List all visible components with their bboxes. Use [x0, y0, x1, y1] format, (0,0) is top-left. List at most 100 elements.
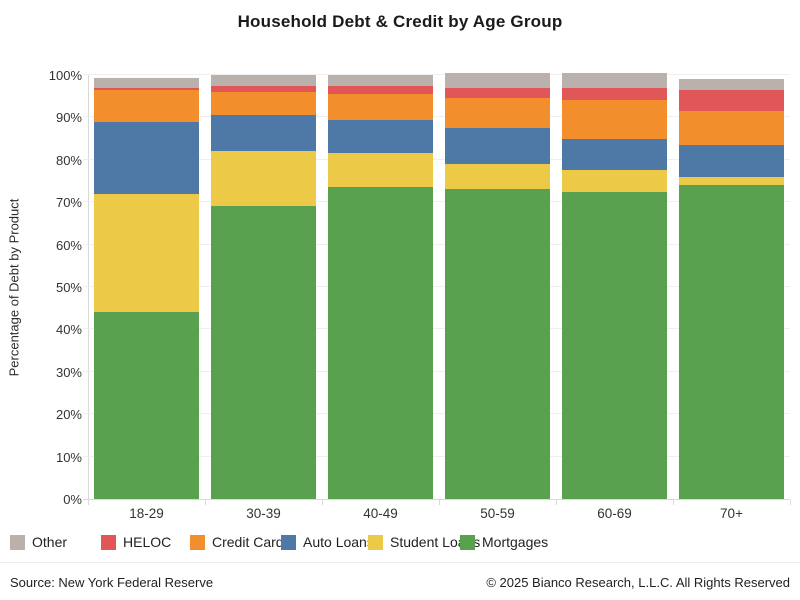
- bar-segment-30-39-heloc[interactable]: [211, 85, 316, 92]
- x-axis-tick: [556, 500, 557, 505]
- bar-segment-40-49-mortgages[interactable]: [328, 187, 433, 499]
- bar-segment-18-29-heloc[interactable]: [94, 88, 199, 90]
- bar-segment-50-59-credit-cards[interactable]: [445, 98, 550, 129]
- footer: Source: New York Federal Reserve © 2025 …: [0, 570, 800, 594]
- gridline-100%: [83, 74, 790, 75]
- bar-segment-18-29-mortgages[interactable]: [94, 312, 199, 499]
- x-label-70+: 70+: [720, 506, 743, 521]
- legend-item-heloc[interactable]: HELOC: [101, 532, 171, 552]
- legend-swatch-icon: [10, 534, 25, 550]
- y-tick-label-10%: 10%: [55, 449, 82, 465]
- gridline-60%: [83, 243, 790, 245]
- bar-segment-70+-student-loans[interactable]: [679, 176, 784, 186]
- bar-segment-70+-auto-loans[interactable]: [679, 144, 784, 177]
- bar-segment-50-59-student-loans[interactable]: [445, 164, 550, 190]
- stacked-bar-30-39: [211, 75, 316, 499]
- y-tick-label-90%: 90%: [55, 110, 82, 126]
- y-tick-label-40%: 40%: [55, 322, 82, 338]
- bar-segment-60-69-auto-loans[interactable]: [562, 138, 667, 171]
- x-axis-tick: [790, 500, 791, 505]
- chart-legend: Other HELOC Credit Cards Auto Loans Student …: [0, 532, 800, 552]
- y-tick-label-60%: 60%: [55, 237, 82, 253]
- bar-segment-30-39-other[interactable]: [211, 75, 316, 86]
- y-tick-label-50%: 50%: [55, 280, 82, 295]
- bar-segment-40-49-auto-loans[interactable]: [328, 119, 433, 154]
- chart-title: Household Debt & Credit by Age Group: [237, 12, 563, 31]
- bar-segment-60-69-heloc[interactable]: [562, 87, 667, 101]
- legend-item-other[interactable]: Other: [10, 532, 67, 552]
- stacked-bar-60-69: [562, 72, 667, 499]
- bar-segment-60-69-student-loans[interactable]: [562, 170, 667, 192]
- bar-segment-30-39-mortgages[interactable]: [211, 206, 316, 499]
- gridline-70%: [83, 201, 790, 203]
- bar-segment-18-29-credit-cards[interactable]: [94, 89, 199, 122]
- bar-segment-70+-mortgages[interactable]: [679, 185, 784, 499]
- stacked-bar-70+: [679, 79, 784, 499]
- y-tick-label-0%: 0%: [63, 492, 82, 507]
- source-note: Source: New York Federal Reserve: [10, 574, 214, 590]
- x-label-50-59: 50-59: [480, 506, 515, 521]
- legend-label: Other: [32, 534, 68, 550]
- legend-label: Auto Loans: [303, 534, 374, 550]
- bar-segment-70+-other[interactable]: [679, 79, 784, 90]
- copyright-note: © 2025 Bianco Research, L.L.C. All Right…: [486, 574, 790, 590]
- x-label-18-29: 18-29: [129, 506, 164, 521]
- bar-segment-18-29-other[interactable]: [94, 77, 199, 89]
- legend-item-mortgages[interactable]: Mortgages: [460, 532, 548, 552]
- legend-swatch-icon: [101, 534, 116, 550]
- legend-swatch-icon: [190, 534, 205, 550]
- legend-swatch-icon: [368, 534, 383, 550]
- legend-item-student-loans[interactable]: Student Loans: [368, 532, 480, 552]
- y-tick-label-100%: 100%: [48, 68, 82, 83]
- bar-segment-70+-credit-cards[interactable]: [679, 111, 784, 145]
- gridline-40%: [83, 328, 790, 330]
- x-label-60-69: 60-69: [597, 506, 632, 521]
- gridline-30%: [83, 370, 790, 372]
- bar-segment-50-59-mortgages[interactable]: [445, 189, 550, 499]
- legend-item-auto-loans[interactable]: Auto Loans: [281, 532, 374, 552]
- x-axis-tick: [205, 500, 206, 505]
- bar-segment-50-59-auto-loans[interactable]: [445, 128, 550, 165]
- bar-segment-40-49-student-loans[interactable]: [328, 153, 433, 188]
- y-axis-line: [88, 75, 89, 500]
- bar-segment-30-39-student-loans[interactable]: [211, 151, 316, 207]
- footer-divider: [0, 562, 800, 563]
- x-label-30-39: 30-39: [246, 506, 281, 521]
- bar-segment-18-29-auto-loans[interactable]: [94, 121, 199, 194]
- bar-segment-50-59-heloc[interactable]: [445, 87, 550, 99]
- y-tick-label-70%: 70%: [55, 195, 82, 211]
- y-tick-label-20%: 20%: [55, 407, 82, 423]
- bar-segment-30-39-auto-loans[interactable]: [211, 115, 316, 152]
- gridline-10%: [83, 455, 790, 457]
- y-axis-title: Percentage of Debt by Product: [6, 198, 22, 377]
- gridline-20%: [83, 413, 790, 415]
- bar-segment-40-49-other[interactable]: [328, 75, 433, 86]
- legend-swatch-icon: [460, 534, 475, 550]
- bar-segment-60-69-mortgages[interactable]: [562, 191, 667, 499]
- y-tick-label-80%: 80%: [55, 152, 82, 168]
- stacked-bar-18-29: [94, 77, 199, 499]
- x-axis-tick: [673, 500, 674, 505]
- gridline-50%: [83, 286, 790, 287]
- legend-swatch-icon: [281, 534, 296, 550]
- bar-segment-30-39-credit-cards[interactable]: [211, 92, 316, 116]
- bar-segment-40-49-heloc[interactable]: [328, 85, 433, 95]
- gridline-90%: [83, 116, 790, 118]
- x-axis-tick: [322, 500, 323, 505]
- stacked-bar-40-49: [328, 75, 433, 499]
- legend-label: HELOC: [123, 534, 172, 550]
- x-label-40-49: 40-49: [363, 506, 398, 521]
- bar-segment-60-69-other[interactable]: [562, 72, 667, 88]
- stacked-bar-50-59: [445, 72, 550, 499]
- bar-segment-50-59-other[interactable]: [445, 72, 550, 88]
- bar-segment-18-29-student-loans[interactable]: [94, 193, 199, 313]
- bar-segment-40-49-credit-cards[interactable]: [328, 94, 433, 120]
- y-tick-label-30%: 30%: [55, 364, 82, 380]
- legend-label: Student Loans: [390, 534, 481, 550]
- x-axis-tick: [88, 500, 89, 505]
- bar-segment-70+-heloc[interactable]: [679, 89, 784, 112]
- plot-area: [83, 72, 790, 499]
- legend-item-credit-cards[interactable]: Credit Cards: [190, 532, 291, 552]
- bar-segment-60-69-credit-cards[interactable]: [562, 100, 667, 139]
